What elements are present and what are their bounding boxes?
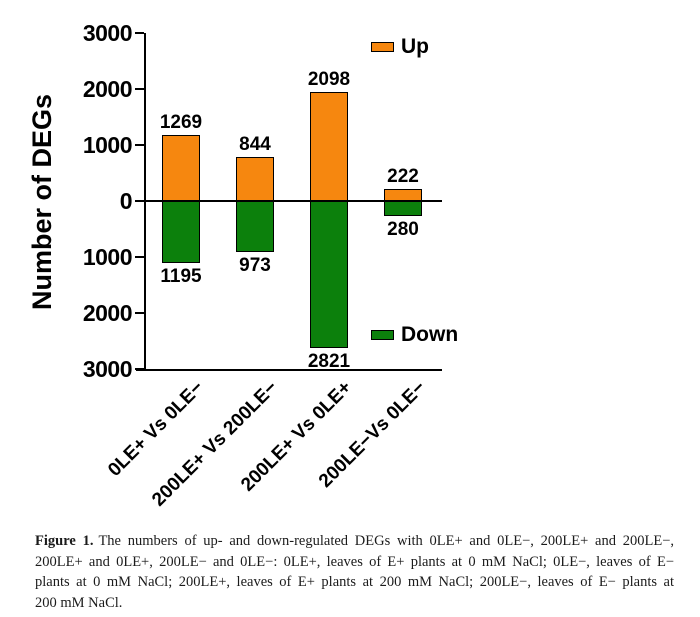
- caption-line: Figure 1. The numbers of up- and down-reg…: [35, 531, 674, 552]
- caption-line: plants at 0 mM NaCl; 200LE+, leaves of E…: [35, 574, 674, 590]
- y-tick-label: 1000: [82, 244, 133, 270]
- legend-down-label: Down: [401, 323, 459, 346]
- y-tick-label: 1000: [82, 132, 133, 158]
- up-legend-swatch-icon: [371, 42, 394, 52]
- bar-value-up: 222: [387, 166, 419, 188]
- y-tick-label: 0: [119, 188, 133, 214]
- y-tick: [135, 88, 144, 90]
- y-tick: [135, 312, 144, 314]
- y-axis-line: [144, 33, 146, 371]
- caption-figure-label: Figure 1.: [35, 533, 94, 549]
- x-axis-line: [136, 369, 442, 371]
- bar-value-down: 280: [387, 218, 419, 240]
- y-tick: [135, 368, 144, 370]
- bar-up: [162, 135, 200, 201]
- legend-up: Up: [371, 35, 429, 59]
- y-axis-title: Number of DEGs: [27, 93, 57, 311]
- bar-up: [236, 157, 274, 201]
- bar-down: [162, 201, 200, 264]
- bar-value-down: 2821: [307, 350, 351, 372]
- bar-value-up: 2098: [307, 68, 351, 90]
- caption-text: The numbers of up- and down-regulated DE…: [98, 533, 675, 549]
- y-tick: [135, 200, 144, 202]
- legend-up-label: Up: [401, 35, 429, 58]
- bar-down: [236, 201, 274, 252]
- y-tick-label: 2000: [82, 76, 133, 102]
- y-tick: [135, 32, 144, 34]
- bar-value-down: 1195: [160, 266, 202, 288]
- y-tick-label: 3000: [82, 20, 133, 46]
- y-tick: [135, 144, 144, 146]
- down-legend-swatch-icon: [371, 330, 394, 340]
- bar-up: [310, 91, 348, 201]
- caption-line: 200LE+ and 0LE+, 200LE− and 0LE−: 0LE+, …: [35, 553, 674, 570]
- legend-down: Down: [371, 323, 458, 347]
- bar-value-up: 844: [239, 134, 271, 156]
- caption-line: 200 mM NaCl.: [35, 594, 123, 611]
- deg-bar-chart: Number of DEGs 3000 2000 1000 0 1000 2000 3000…: [27, 20, 458, 511]
- y-tick-label: 2000: [82, 300, 133, 326]
- y-tick: [135, 256, 144, 258]
- bar-down: [384, 201, 422, 216]
- figure-caption: Figure 1. The numbers of up- and down-reg…: [35, 531, 674, 613]
- zero-line: [146, 200, 442, 202]
- bar-value-down: 973: [239, 254, 271, 276]
- bar-up: [384, 189, 422, 201]
- y-tick-label: 3000: [82, 356, 133, 382]
- bar-down: [310, 201, 348, 348]
- bar-value-up: 1269: [159, 112, 203, 133]
